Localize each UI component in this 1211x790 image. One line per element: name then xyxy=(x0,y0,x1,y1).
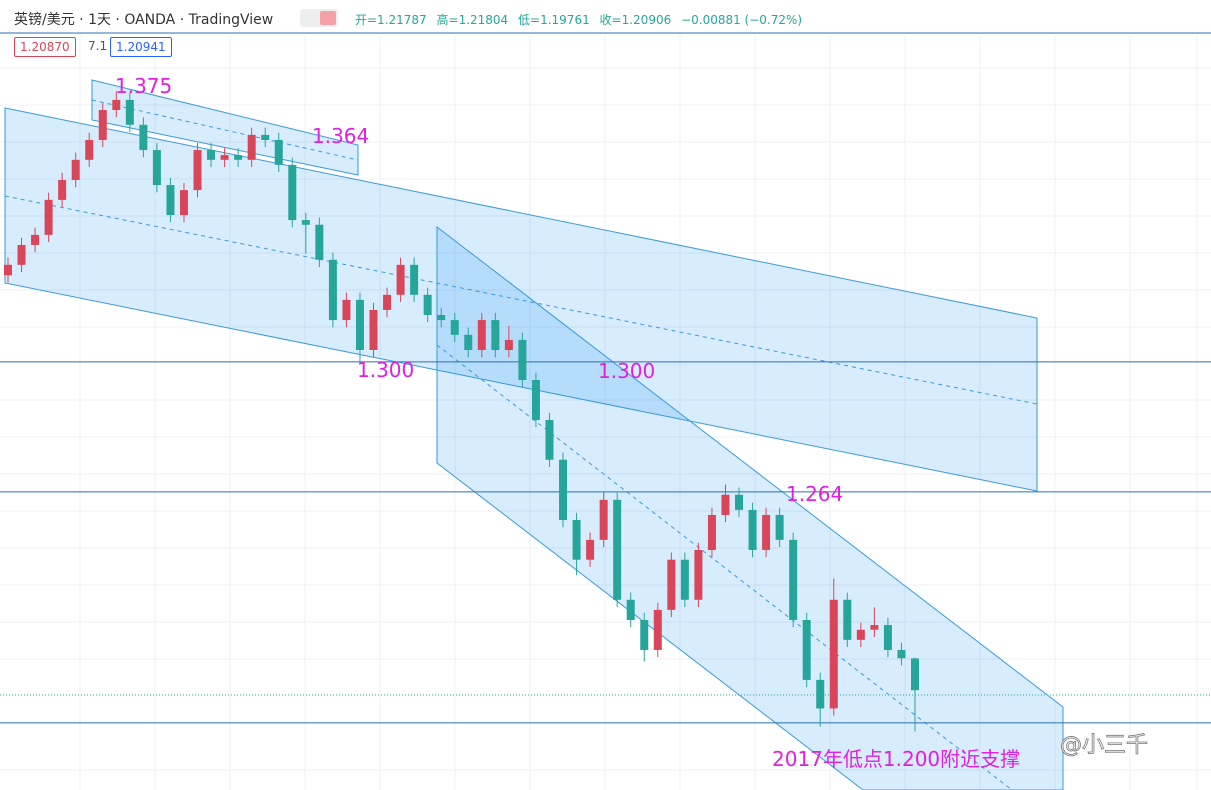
candle-body xyxy=(613,499,622,600)
candle-body xyxy=(437,315,446,321)
candle-body xyxy=(491,320,500,351)
candle-body xyxy=(748,509,757,550)
candle-body xyxy=(518,339,527,380)
candle-body xyxy=(626,599,635,620)
candle-body xyxy=(355,299,364,351)
candle-body xyxy=(450,320,459,335)
candle-body xyxy=(328,259,337,321)
annotation: 2017年低点1.200附近支撑 xyxy=(772,747,1020,771)
candle-body xyxy=(694,549,703,600)
candle-body xyxy=(829,599,838,709)
grid xyxy=(0,36,1211,790)
candle-body xyxy=(640,619,649,650)
candle-body xyxy=(193,150,202,191)
candle-body xyxy=(423,294,432,316)
candle-body xyxy=(586,539,595,560)
annotation: 1.300 xyxy=(598,359,655,383)
candle-body xyxy=(220,155,229,160)
candle-body xyxy=(410,264,419,295)
annotation: 1.364 xyxy=(312,124,369,148)
candle-body xyxy=(802,619,811,680)
candle-body xyxy=(504,339,513,351)
spread: 7.1 xyxy=(83,37,113,55)
candle-body xyxy=(735,494,744,510)
candle-body xyxy=(207,150,216,160)
candle-body xyxy=(31,234,40,245)
candle-body xyxy=(721,494,730,515)
close-value: 收=1.20906 xyxy=(599,13,672,27)
annotation: 1.375 xyxy=(115,74,172,98)
candle-body xyxy=(98,109,107,140)
candle-body xyxy=(383,294,392,310)
bid-badge: 1.20870 xyxy=(14,37,76,57)
candle-body xyxy=(545,420,554,460)
candle-body xyxy=(911,658,919,691)
candle-body xyxy=(125,99,134,125)
candle-body xyxy=(396,264,405,295)
candle-body xyxy=(464,334,473,351)
candle-body xyxy=(531,379,540,421)
candles xyxy=(4,91,919,732)
drawings xyxy=(4,79,1064,790)
low-value: 低=1.19761 xyxy=(518,13,590,27)
candle-body xyxy=(789,539,798,620)
candle-body xyxy=(17,244,26,265)
candle-body xyxy=(653,609,662,650)
levels xyxy=(0,361,1211,724)
candle-body xyxy=(112,99,121,110)
candle-body xyxy=(58,180,67,200)
candle-body xyxy=(369,309,378,351)
ask-badge: 1.20941 xyxy=(110,37,172,57)
candle-body xyxy=(288,164,297,221)
ohlc-legend: 开=1.21787 高=1.21804 低=1.19761 收=1.20906 … xyxy=(355,11,808,28)
candle-body xyxy=(572,520,581,560)
candle-body xyxy=(870,625,879,630)
candle-body xyxy=(274,139,283,165)
change-value: −0.00881 (−0.72%) xyxy=(681,13,803,27)
candle-body xyxy=(843,599,852,640)
candle-body xyxy=(247,134,256,160)
candle-body xyxy=(301,220,310,225)
compare-toggle[interactable] xyxy=(300,9,338,27)
candle-body xyxy=(856,629,865,640)
candle-body xyxy=(234,155,243,160)
candle-body xyxy=(559,459,568,521)
annotation: 1.300 xyxy=(357,358,414,382)
candle-body xyxy=(261,134,270,140)
candle-body xyxy=(166,185,175,216)
candle-body xyxy=(599,499,608,540)
candle-body xyxy=(44,199,53,235)
annotation: 1.264 xyxy=(786,482,843,506)
candle-body xyxy=(707,514,716,550)
candle-body xyxy=(680,559,689,600)
open-value: 开=1.21787 xyxy=(355,13,427,27)
candle-body xyxy=(883,625,892,650)
candle-body xyxy=(315,224,324,260)
watermark: @小三千 xyxy=(1060,733,1148,758)
candle-body xyxy=(4,264,12,276)
candle-body xyxy=(71,159,80,181)
symbol-title: 英镑/美元 · 1天 · OANDA · TradingView xyxy=(14,12,274,28)
candle-body xyxy=(152,150,161,186)
candle-body xyxy=(139,124,148,151)
candle-body xyxy=(897,649,906,659)
candle-body xyxy=(342,299,351,321)
candle-body xyxy=(667,559,676,610)
candle-body xyxy=(179,190,188,216)
candle-body xyxy=(762,514,771,550)
candle-body xyxy=(816,679,825,709)
candle-body xyxy=(85,139,94,160)
candle-body xyxy=(775,514,784,540)
candle-body xyxy=(477,320,486,351)
high-value: 高=1.21804 xyxy=(436,13,509,27)
